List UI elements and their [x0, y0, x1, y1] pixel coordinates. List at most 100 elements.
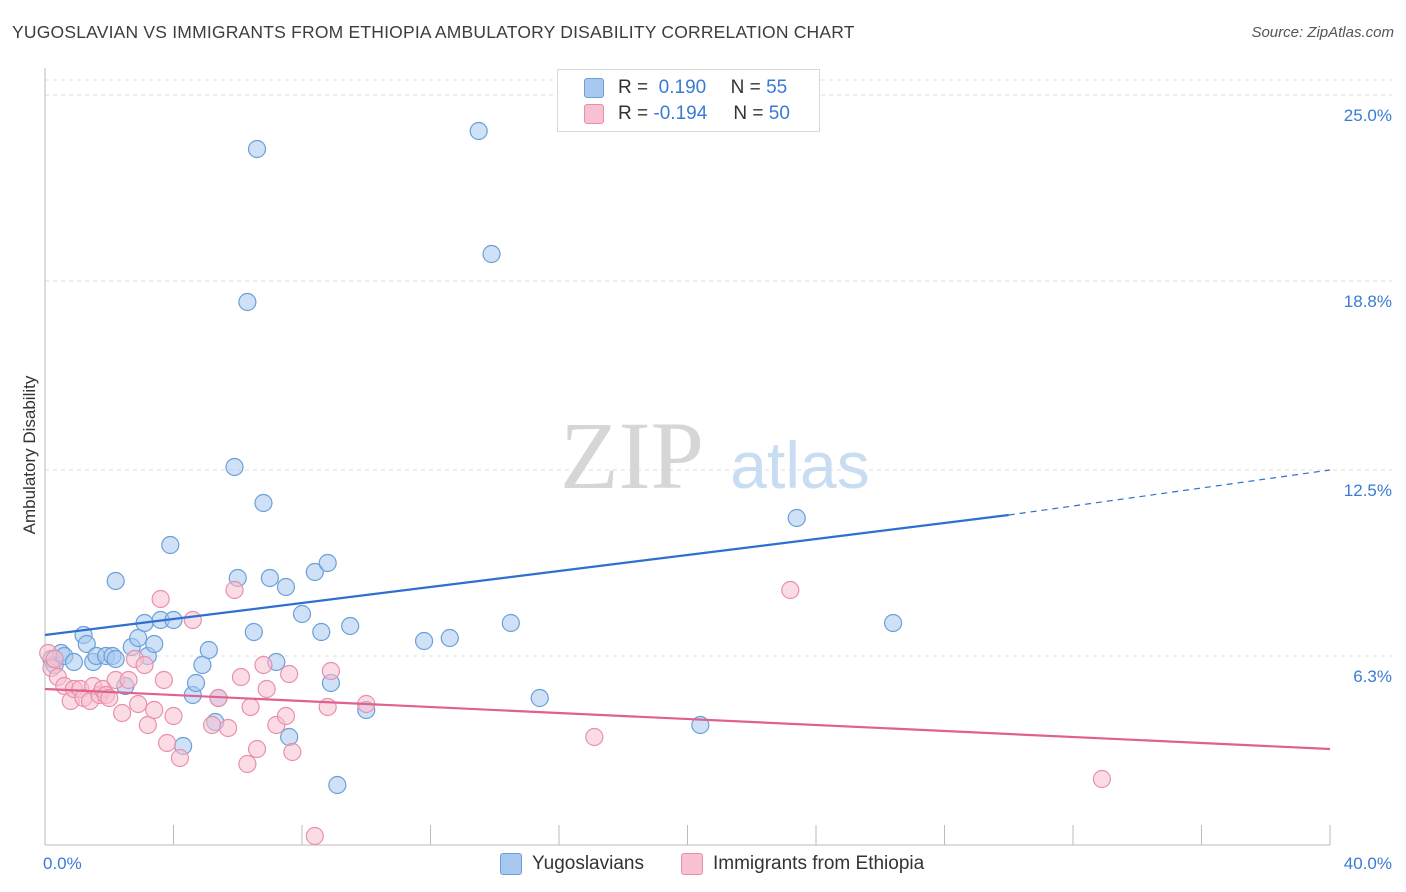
yugoslavian-point [440, 628, 459, 648]
ethiopia-point [219, 718, 238, 738]
legend-r-value: 0.190 [658, 77, 707, 98]
legend-n-value: 55 [766, 77, 788, 98]
legend-n-label: N = [733, 103, 764, 124]
chart-title: YUGOSLAVIAN VS IMMIGRANTS FROM ETHIOPIA … [12, 22, 855, 42]
ethiopia-point [283, 742, 302, 762]
yugoslavian-point [225, 457, 244, 477]
ethiopia-point [138, 715, 157, 735]
ethiopia-point [257, 679, 276, 699]
yugoslavian-point [247, 139, 267, 159]
yugoslavian-point [106, 649, 125, 669]
axis-layer [44, 68, 1331, 846]
ethiopia-point [157, 733, 177, 753]
ethiopia-point [781, 580, 800, 600]
legend-n-value: 50 [768, 103, 790, 124]
y-axis-title: Ambulatory Disability [20, 375, 39, 535]
yugoslavian-point [254, 493, 273, 513]
yugoslavian-point [145, 634, 164, 654]
tick-labels: 6.3% 12.5% 18.8% 25.0% 0.0% 40.0% [43, 106, 1392, 873]
ethiopia-point [225, 580, 244, 600]
legend-swatch-ethiopia [584, 104, 604, 124]
ethiopia-point [112, 703, 132, 723]
ethiopia-point [254, 655, 273, 675]
legend-n-label: N = [730, 77, 761, 98]
yugoslavian-point [106, 571, 125, 591]
ethiopia-point [183, 610, 202, 630]
ethiopia-point [231, 667, 251, 687]
y-tick-label: 12.5% [1344, 481, 1392, 500]
yugoslavian-trend-line [44, 513, 1009, 637]
legend-r-label: R = [618, 103, 649, 124]
yugoslavian-point [414, 631, 434, 651]
ethiopia-point [164, 706, 183, 726]
ethiopia-point [100, 688, 119, 708]
yugoslavian-point [276, 577, 296, 597]
yugoslavian-point [501, 613, 520, 633]
yugoslavian-point [186, 673, 206, 693]
yugoslavian-point [244, 622, 263, 642]
x-tick-label-max: 40.0% [1344, 854, 1392, 873]
x-tick-label-min: 0.0% [43, 854, 82, 873]
yugoslavian-point [530, 688, 549, 708]
legend-swatch-yugoslavians [584, 78, 604, 98]
legend-r-label: R = [618, 77, 649, 98]
yugoslavian-trend-extension [1008, 469, 1331, 516]
grid-layer [45, 79, 1392, 657]
yugoslavian-point [129, 628, 148, 648]
watermark-atlas: atlas [730, 428, 869, 502]
ethiopia-point [238, 754, 257, 774]
ethiopia-point [321, 661, 341, 681]
yugoslavian-point [318, 553, 337, 573]
yugoslavian-point [482, 244, 501, 264]
yugoslavian-point [64, 652, 84, 672]
ethiopia-point [129, 694, 148, 714]
yugoslavian-point [305, 562, 324, 582]
y-tick-label: 6.3% [1353, 667, 1392, 686]
yugoslavian-point [199, 640, 218, 660]
y-tick-label: 18.8% [1344, 292, 1392, 311]
yugoslavian-point [341, 616, 360, 636]
watermark: ZIP atlas [560, 402, 870, 509]
bottom-legend-label-yugoslavians: Yugoslavians [532, 853, 644, 874]
legend-row-yugoslavians: R = 0.190 N = 55 [584, 76, 787, 100]
yugoslavian-point [328, 775, 347, 795]
yugoslavian-point [883, 613, 903, 633]
bottom-legend-swatch-yugoslavians [500, 853, 522, 875]
y-tick-label: 25.0% [1344, 106, 1392, 125]
ethiopia-point [1092, 769, 1112, 789]
yugoslavian-point [161, 535, 180, 555]
watermark-zip: ZIP [560, 402, 704, 509]
yugoslavian-point [292, 604, 312, 624]
yugoslavian-point [238, 292, 257, 312]
ethiopia-point [45, 649, 64, 669]
ethiopia-point [170, 748, 190, 768]
ethiopia-point [280, 664, 299, 684]
ethiopia-point [247, 739, 267, 759]
yugoslavian-point [787, 508, 806, 528]
ethiopia-point [135, 655, 154, 675]
legend-r-value: -0.194 [653, 103, 708, 124]
ethiopia-point [145, 700, 164, 720]
yugoslavian-point [280, 727, 299, 747]
ethiopia-point [154, 670, 173, 690]
ethiopia-point [241, 697, 260, 717]
bottom-legend-yugoslavians: Yugoslavians [500, 852, 644, 876]
source-credit: Source: ZipAtlas.com [1251, 24, 1394, 41]
yugoslavian-point [469, 121, 488, 141]
ethiopia-trend-line [44, 687, 1331, 751]
trend-layer [44, 469, 1331, 751]
legend-row-ethiopia: R = -0.194 N = 50 [584, 102, 790, 126]
correlation-legend: R = 0.190 N = 55 R = -0.194 N = 50 [557, 69, 820, 132]
yugoslavian-point [312, 622, 331, 642]
bottom-legend-swatch-ethiopia [681, 853, 703, 875]
ethiopia-point [276, 706, 296, 726]
ethiopia-point [305, 826, 324, 846]
yugoslavian-point [193, 655, 212, 675]
yugoslavian-point [260, 568, 279, 588]
bottom-legend-ethiopia: Immigrants from Ethiopia [681, 852, 924, 876]
bottom-legend-label-ethiopia: Immigrants from Ethiopia [713, 853, 925, 874]
yugoslavian-point [77, 634, 96, 654]
ethiopia-point [119, 670, 138, 690]
ethiopia-point [585, 727, 604, 747]
